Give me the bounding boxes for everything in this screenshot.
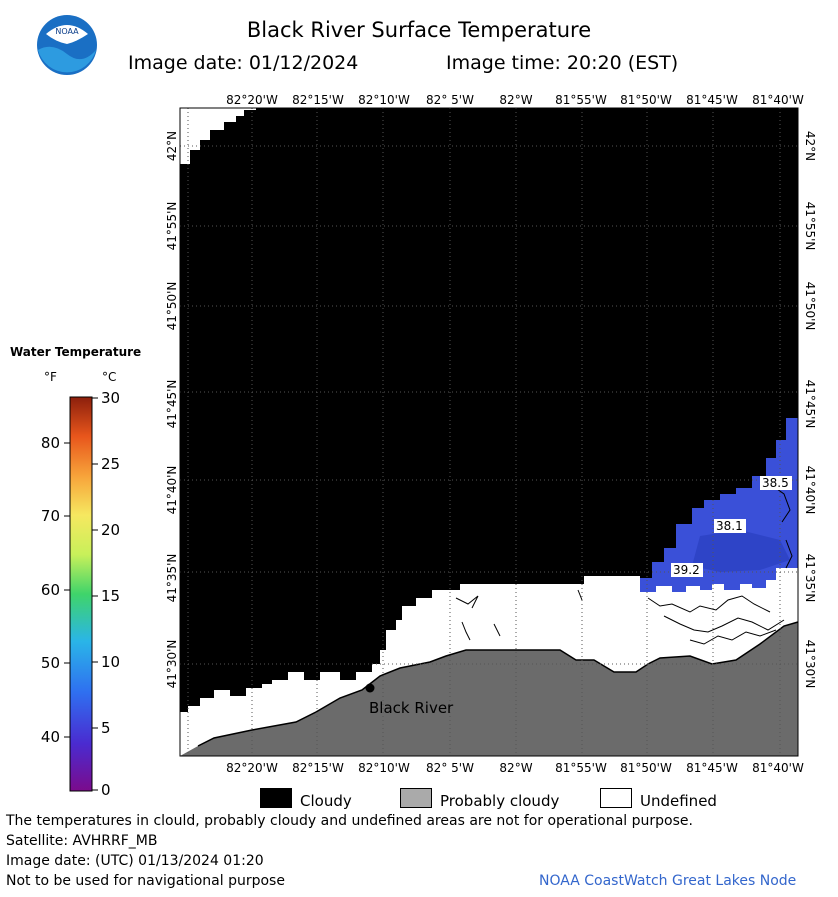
cloudy-label: Cloudy [300, 792, 352, 810]
lat-tick-right: 41°55'N [803, 202, 817, 251]
map-key: Cloudy Probably cloudy Undefined [0, 786, 838, 810]
lat-tick-right: 41°45'N [803, 380, 817, 429]
lat-tick-right: 41°30'N [803, 640, 817, 689]
image-time: Image time: 20:20 (EST) [446, 52, 679, 74]
lon-tick-bottom: 81°55'W [555, 761, 607, 775]
lon-tick-top: 82°10'W [358, 93, 410, 107]
undefined-swatch [600, 788, 632, 808]
lon-tick-bottom: 82°20'W [226, 761, 278, 775]
lat-tick-left: 41°35'N [165, 554, 179, 603]
lon-tick-top: 82°20'W [226, 93, 278, 107]
isotherm-label-bg [760, 476, 792, 490]
disclaimer-text: The temperatures in clould, probably clo… [6, 813, 693, 829]
legend-c-label: 15 [101, 587, 120, 605]
utc-date-text: Image date: (UTC) 01/13/2024 01:20 [6, 853, 264, 869]
lat-tick-left: 42°N [165, 131, 179, 161]
isotherm-label: 38.1 [716, 519, 743, 533]
noaa-logo: NOAA [36, 14, 98, 76]
legend-unit-c: °C [102, 370, 117, 384]
lat-tick-left: 41°45'N [165, 380, 179, 429]
isotherm-label: 38.5 [762, 476, 789, 490]
legend-c-label: 5 [101, 719, 111, 737]
legend-title: Water Temperature [10, 345, 142, 359]
probably-cloudy-label: Probably cloudy [440, 792, 560, 810]
lat-tick-left: 41°55'N [165, 202, 179, 251]
lat-tick-right: 41°50'N [803, 282, 817, 331]
lon-tick-top: 81°50'W [620, 93, 672, 107]
isotherm-label-bg [714, 519, 746, 533]
lat-tick-right: 42°N [803, 131, 817, 161]
lon-tick-bottom: 82°15'W [292, 761, 344, 775]
lon-tick-top: 82°15'W [292, 93, 344, 107]
lon-tick-bottom: 81°40'W [752, 761, 804, 775]
lon-tick-bottom: 81°50'W [620, 761, 672, 775]
temperature-colorbar [69, 396, 93, 792]
legend-f-label: 50 [41, 654, 60, 672]
lon-tick-top: 81°55'W [555, 93, 607, 107]
cloudy-swatch [260, 788, 292, 808]
lon-tick-bottom: 81°45'W [686, 761, 738, 775]
map-frame [179, 107, 799, 757]
lon-tick-top: 82°W [499, 93, 532, 107]
legend-c-label: 0 [101, 781, 111, 799]
legend-f-label: 60 [41, 581, 60, 599]
lon-tick-bottom: 82°10'W [358, 761, 410, 775]
logo-text: NOAA [55, 27, 79, 36]
lon-tick-top: 82° 5'W [426, 93, 474, 107]
graticule [180, 108, 798, 756]
undefined-label: Undefined [640, 792, 717, 810]
isotherm-label-bg [671, 563, 703, 577]
legend-c-label: 20 [101, 521, 120, 539]
lat-tick-left: 41°40'N [165, 466, 179, 515]
lon-tick-top: 81°45'W [686, 93, 738, 107]
cloud-mask [180, 108, 798, 712]
isotherm-label: 39.2 [673, 563, 700, 577]
lon-tick-top: 81°40'W [752, 93, 804, 107]
lat-tick-left: 41°30'N [165, 640, 179, 689]
page-title: Black River Surface Temperature [246, 18, 592, 42]
legend-f-label: 80 [41, 434, 60, 452]
legend-c-label: 10 [101, 653, 120, 671]
image-date: Image date: 01/12/2024 [128, 52, 359, 74]
lat-tick-right: 41°40'N [803, 466, 817, 515]
legend-c-label: 30 [101, 389, 120, 407]
legend-unit-f: °F [44, 370, 57, 384]
legend-f-label: 70 [41, 507, 60, 525]
lat-tick-right: 41°35'N [803, 554, 817, 603]
credit-link[interactable]: NOAA CoastWatch Great Lakes Node [539, 873, 797, 889]
legend-c-label: 25 [101, 455, 120, 473]
lon-tick-bottom: 82°W [499, 761, 532, 775]
lon-tick-bottom: 82° 5'W [426, 761, 474, 775]
location-label: Black River [369, 699, 454, 717]
satellite-text: Satellite: AVHRRF_MB [6, 833, 158, 849]
probably-cloudy-swatch [400, 788, 432, 808]
lat-tick-left: 41°50'N [165, 282, 179, 331]
location-marker [365, 683, 375, 693]
open-water-deep [692, 530, 790, 572]
navigation-warning: Not to be used for navigational purpose [6, 873, 285, 889]
legend-f-label: 40 [41, 728, 60, 746]
land-area [180, 622, 798, 756]
